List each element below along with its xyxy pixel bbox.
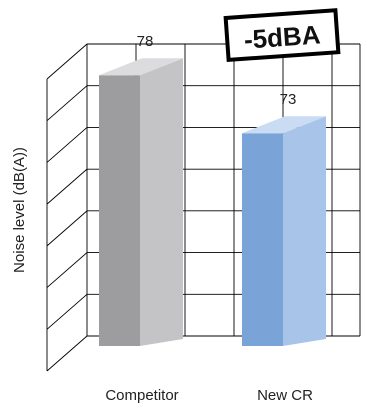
grid-line-side — [46, 252, 88, 288]
grid-line-side — [46, 85, 88, 122]
grid-line-side — [46, 127, 88, 163]
category-label: New CR — [257, 387, 313, 404]
grid-line-side — [46, 335, 88, 372]
grid-line-side — [46, 293, 88, 330]
data-label: 78 — [137, 33, 154, 50]
bar-front-face — [242, 133, 283, 346]
data-label: 73 — [280, 91, 297, 108]
grid-line-side — [46, 210, 88, 247]
category-label: Competitor — [105, 387, 178, 404]
bar-front-face — [99, 75, 140, 346]
bar-new-cr — [242, 116, 326, 346]
annotation-badge: -5dBA — [223, 8, 341, 62]
chart-bars: 78 Competitor 73 New CR — [99, 33, 326, 404]
bar-side-face — [140, 58, 183, 346]
bar-top-face — [99, 58, 183, 76]
grid-line-side — [46, 43, 88, 80]
bar-competitor — [99, 58, 183, 346]
bar-side-face — [283, 116, 326, 346]
grid-line-side — [46, 168, 88, 205]
annotation-text: -5dBA — [243, 19, 322, 54]
bar-top-face — [242, 116, 326, 134]
y-axis-label: Noise level (dB(A)) — [11, 147, 28, 273]
annotation-box — [223, 8, 341, 62]
